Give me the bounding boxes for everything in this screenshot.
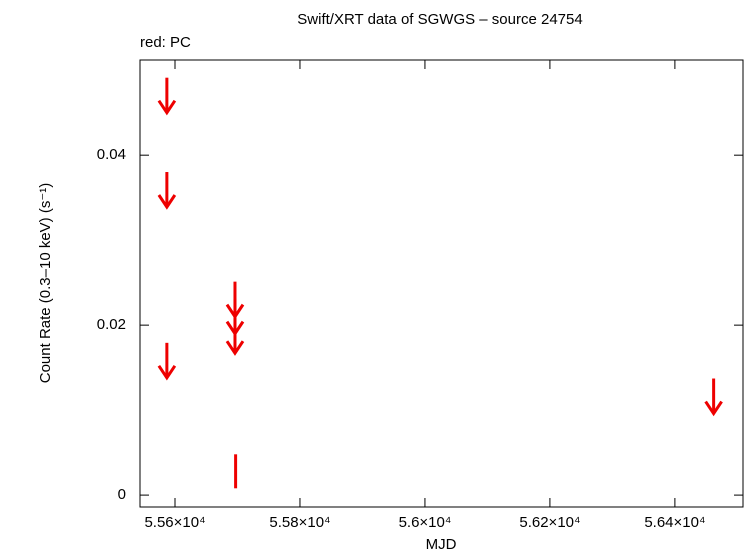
arrow-head (157, 99, 177, 116)
x-tick-label: 5.64×10⁴ (644, 514, 705, 531)
chart-title: Swift/XRT data of SGWGS – source 24754 (297, 11, 582, 28)
x-tick-label: 5.56×10⁴ (144, 514, 205, 531)
x-tick-label: 5.58×10⁴ (269, 514, 330, 531)
upper-limit-arrow (157, 77, 177, 116)
y-tick-label: 0 (118, 486, 126, 503)
x-tick-label: 5.6×10⁴ (399, 514, 452, 531)
arrow-head (225, 340, 245, 356)
y-tick-label: 0.02 (97, 316, 126, 333)
upper-limit-arrow (157, 342, 177, 381)
upper-limit-arrow (225, 318, 245, 356)
arrow-head (704, 400, 723, 417)
upper-limit-arrow (157, 172, 177, 210)
y-axis-label: Count Rate (0.3–10 keV) (s⁻¹) (37, 183, 54, 384)
x-tick-label: 5.62×10⁴ (519, 514, 580, 531)
upper-limit-arrow (704, 378, 723, 417)
y-tick-label: 0.04 (97, 146, 126, 163)
annotation: red: PC (140, 34, 191, 51)
plot-frame (139, 59, 744, 508)
arrow-head (157, 364, 177, 381)
x-axis-label: MJD (426, 536, 457, 553)
arrow-head (157, 194, 177, 210)
